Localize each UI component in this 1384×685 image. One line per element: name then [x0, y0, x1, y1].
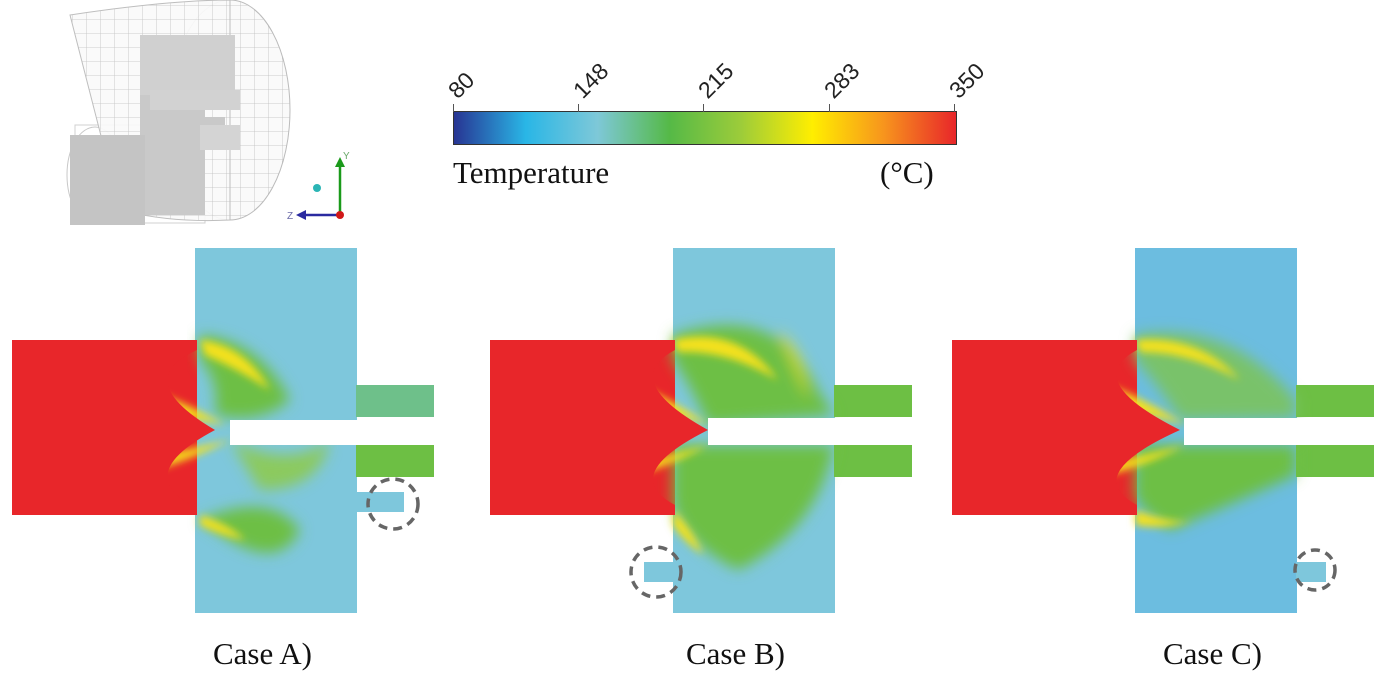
case-a-highlight-circle: [366, 477, 420, 531]
colorbar-tick-label: 80: [442, 66, 480, 104]
z-axis-label: Z: [287, 211, 293, 222]
colorbar-ticks: [453, 104, 955, 112]
colorbar-tick-label: 283: [818, 57, 865, 104]
case-a-contour: [12, 248, 440, 613]
case-b-label: Case B): [686, 636, 786, 671]
case-a-label: Case A): [213, 636, 313, 671]
colorbar-tick-label: 215: [692, 57, 739, 104]
colorbar-tick-label: 350: [943, 57, 990, 104]
case-b-contour: [490, 248, 918, 613]
case-c-label: Case C): [1163, 636, 1263, 671]
colorbar-gradient: [453, 111, 957, 145]
geometry-thumbnail: [66, 0, 291, 225]
case-b-highlight-circle: [629, 545, 683, 599]
colorbar-unit: (°C): [880, 155, 934, 190]
case-c-highlight-circle: [1293, 548, 1337, 592]
colorbar-title: Temperature: [453, 155, 610, 190]
axes-triad: Y Z: [287, 151, 350, 222]
case-c-contour: [952, 248, 1384, 613]
colorbar-tick-label: 148: [567, 57, 614, 104]
y-axis-label: Y: [343, 151, 350, 162]
